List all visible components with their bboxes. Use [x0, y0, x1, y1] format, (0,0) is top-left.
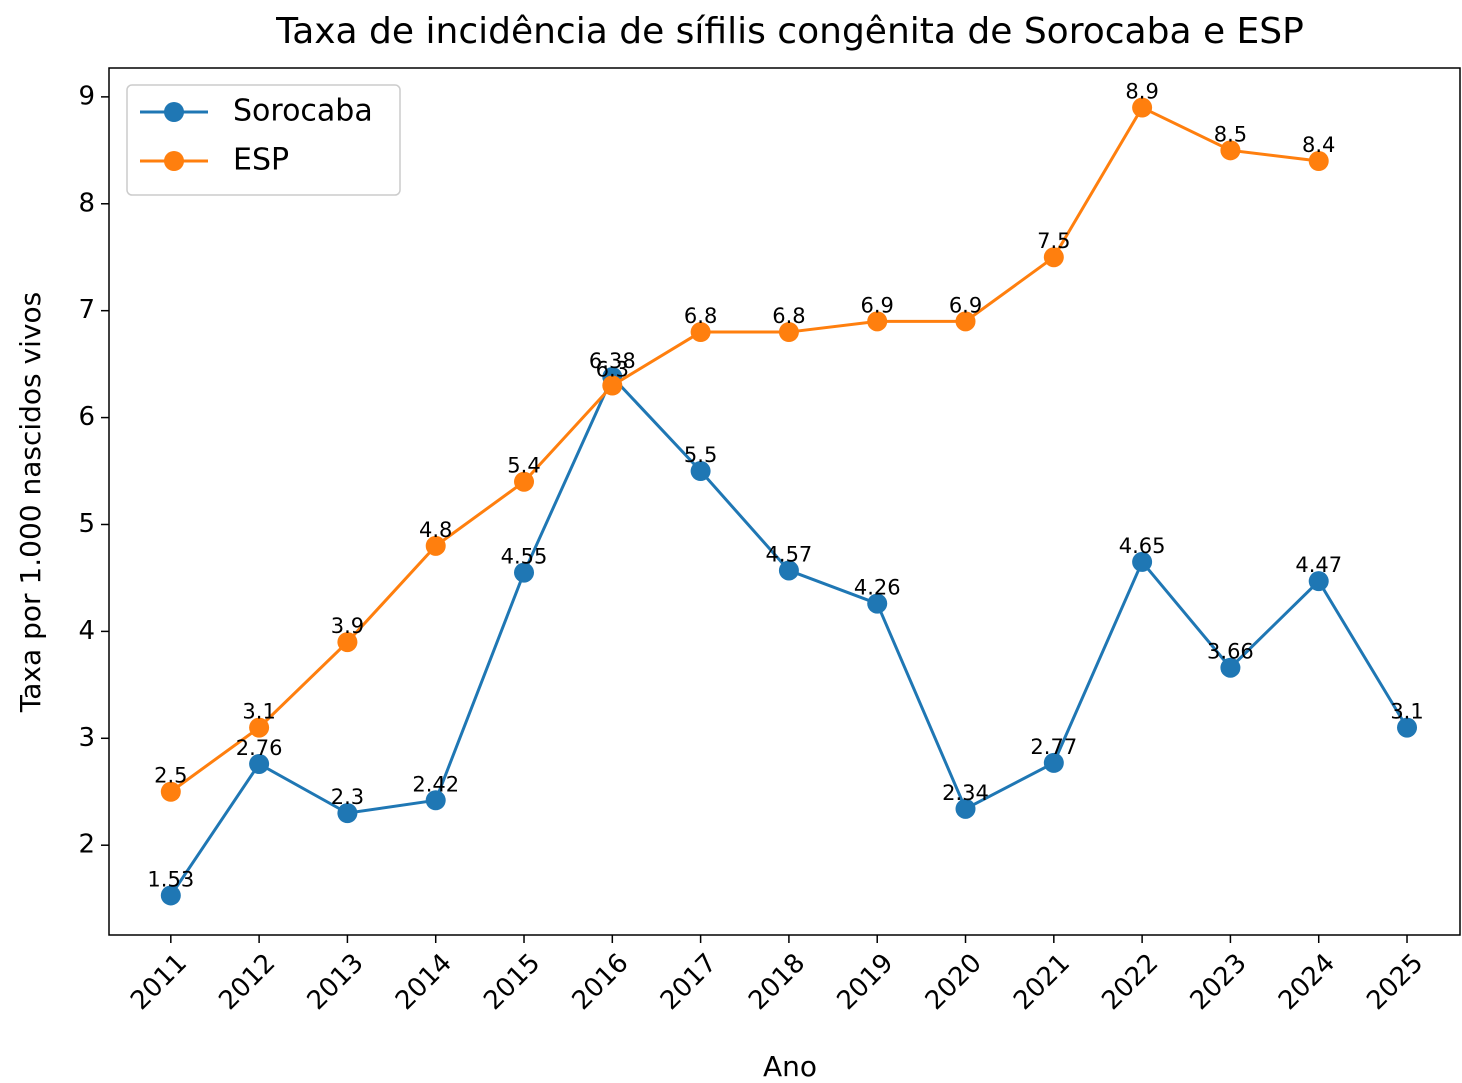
- y-tick-label: 7: [78, 295, 95, 325]
- legend-marker: [164, 102, 184, 122]
- data-label: 5.5: [684, 443, 717, 467]
- x-tick-label: 2017: [655, 948, 723, 1016]
- y-tick-label: 6: [78, 402, 95, 432]
- marker: [514, 562, 535, 583]
- x-tick-label: 2018: [743, 948, 811, 1016]
- marker: [955, 311, 976, 332]
- data-label: 7.5: [1037, 229, 1070, 253]
- x-tick-label: 2020: [920, 948, 988, 1016]
- legend-label: ESP: [233, 143, 289, 178]
- marker: [1308, 151, 1329, 172]
- data-label: 4.65: [1119, 534, 1166, 558]
- data-label: 3.9: [331, 614, 364, 638]
- y-axis-label: Taxa por 1.000 nascidos vivos: [14, 292, 47, 713]
- x-tick-label: 2015: [478, 948, 546, 1016]
- data-label: 8.9: [1125, 80, 1158, 104]
- x-tick-label: 2023: [1185, 948, 1253, 1016]
- y-tick-label: 8: [78, 188, 95, 218]
- plot-frame: [108, 67, 1461, 936]
- marker: [160, 781, 181, 802]
- data-label: 2.42: [412, 772, 459, 796]
- marker: [1308, 571, 1329, 592]
- marker: [425, 535, 446, 556]
- data-label: 3.66: [1207, 640, 1254, 664]
- data-label: 2.34: [942, 781, 989, 805]
- marker: [1220, 657, 1241, 678]
- marker: [1132, 97, 1153, 118]
- data-label: 6.8: [772, 304, 805, 328]
- data-label: 6.9: [861, 293, 894, 317]
- x-tick-label: 2022: [1096, 948, 1164, 1016]
- data-label: 4.26: [854, 576, 901, 600]
- x-axis-label: Ano: [763, 1050, 817, 1083]
- x-tick-label: 2016: [567, 948, 635, 1016]
- marker: [1220, 140, 1241, 161]
- marker: [1043, 247, 1064, 268]
- marker: [867, 593, 888, 614]
- marker: [867, 311, 888, 332]
- data-label: 6.38: [589, 349, 636, 373]
- marker: [1043, 752, 1064, 773]
- data-label: 1.53: [147, 867, 194, 891]
- data-label: 6.8: [684, 304, 717, 328]
- marker: [249, 717, 270, 738]
- data-label: 5.4: [507, 454, 540, 478]
- data-label: 4.55: [501, 545, 548, 569]
- marker: [1132, 551, 1153, 572]
- data-label: 8.5: [1214, 122, 1247, 146]
- legend-marker: [164, 151, 184, 171]
- y-tick-label: 4: [78, 616, 95, 646]
- marker: [690, 322, 711, 343]
- data-label: 3.1: [1390, 700, 1423, 724]
- marker: [160, 885, 181, 906]
- marker: [425, 790, 446, 811]
- y-tick-label: 2: [78, 830, 95, 860]
- x-tick-label: 2013: [302, 948, 370, 1016]
- y-tick-label: 5: [78, 509, 95, 539]
- legend: Sorocaba ESP: [126, 84, 401, 196]
- data-label: 4.57: [766, 542, 813, 566]
- marker: [1397, 717, 1418, 738]
- data-label: 3.1: [242, 700, 275, 724]
- data-label: 6.3: [596, 358, 629, 382]
- x-tick-label: 2019: [831, 948, 899, 1016]
- marker: [778, 322, 799, 343]
- x-tick-label: 2024: [1273, 948, 1341, 1016]
- marker: [249, 753, 270, 774]
- data-label: 4.8: [419, 518, 452, 542]
- x-tick-label: 2014: [390, 948, 458, 1016]
- marker: [602, 375, 623, 396]
- data-label: 2.76: [236, 736, 283, 760]
- legend-label: Sorocaba: [233, 94, 373, 129]
- marker: [337, 632, 358, 653]
- data-label: 8.4: [1302, 133, 1335, 157]
- x-tick-label: 2021: [1008, 948, 1076, 1016]
- x-tick-label: 2011: [125, 948, 193, 1016]
- data-label: 2.77: [1030, 735, 1077, 759]
- marker: [778, 560, 799, 581]
- series-line: [169, 105, 1319, 793]
- marker: [514, 471, 535, 492]
- data-label: 6.9: [949, 293, 982, 317]
- marker: [337, 803, 358, 824]
- x-tick-label: 2012: [213, 948, 281, 1016]
- x-tick-label: 2025: [1361, 948, 1429, 1016]
- chart-title: Taxa de incidência de sífilis congênita …: [275, 11, 1304, 52]
- data-label: 2.5: [154, 764, 187, 788]
- y-tick-label: 9: [78, 81, 95, 111]
- marker: [690, 461, 711, 482]
- marker: [955, 798, 976, 819]
- data-label: 2.3: [331, 785, 364, 809]
- data-label: 4.47: [1295, 553, 1342, 577]
- y-tick-label: 3: [78, 723, 95, 753]
